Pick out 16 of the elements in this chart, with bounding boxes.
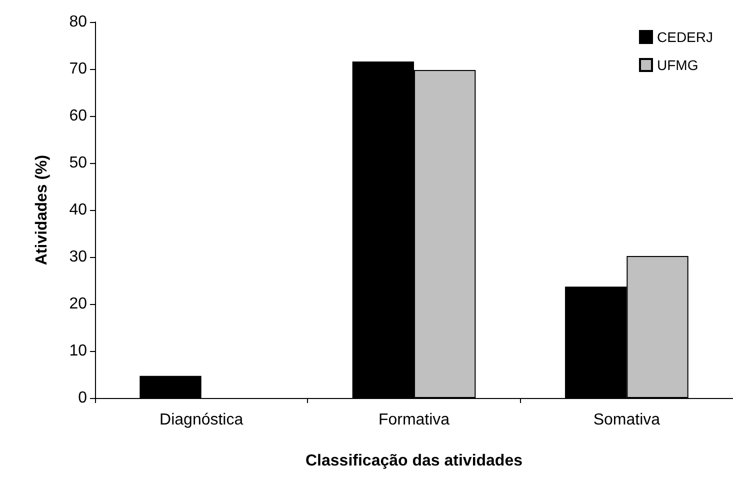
legend-label: CEDERJ — [656, 29, 714, 45]
y-tick-label: 70 — [69, 60, 88, 78]
y-tick-label: 80 — [69, 14, 88, 30]
y-tick-label: 50 — [69, 154, 88, 172]
x-tick-label: Diagnóstica — [160, 412, 244, 428]
legend-label: UFMG — [656, 57, 698, 73]
y-tick-label: 30 — [69, 248, 88, 266]
y-tick-label: 40 — [69, 202, 88, 218]
x-tick-label: Somativa — [593, 412, 660, 428]
y-tick-label: 60 — [69, 108, 88, 124]
y-tick-label: 0 — [78, 390, 88, 406]
y-tick-label: 10 — [69, 342, 88, 360]
x-tick-label: Formativa — [378, 412, 450, 428]
y-tick-label: 20 — [69, 296, 88, 312]
x-axis-title: Classificação das atividades — [306, 452, 523, 470]
y-axis-title: Atividades (%) — [34, 154, 50, 266]
